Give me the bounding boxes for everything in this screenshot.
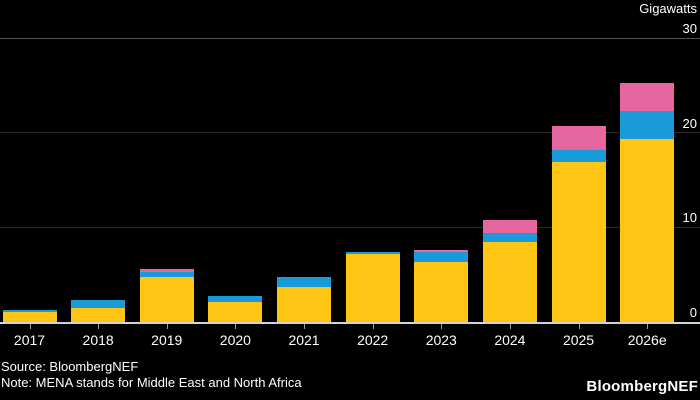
footnote-block: Source: BloombergNEF Note: MENA stands f… [1, 359, 302, 391]
bar-2024-blue-segment [482, 233, 537, 242]
bar-2019-blue-segment [139, 271, 194, 277]
bar-2025-pink-segment [551, 126, 606, 150]
bar-2026e-yellow-segment [620, 139, 675, 322]
x-tick-label-2017: 2017 [13, 332, 46, 348]
y-tick-label-0: 0 [689, 305, 697, 320]
x-tick-label-2023: 2023 [425, 332, 457, 348]
bar-2019-pink-segment [139, 268, 194, 272]
x-tick-2021 [304, 324, 306, 329]
brand-logo: BloombergNEF [586, 378, 698, 395]
bar-2023-pink-segment [414, 250, 469, 252]
gridline-20 [0, 132, 700, 134]
bar-2026e-blue-segment [620, 110, 675, 140]
x-tick-2019 [166, 324, 168, 329]
bar-2017-blue-segment [2, 309, 57, 312]
x-tick-2025 [578, 324, 580, 329]
bar-2022-yellow-segment [345, 253, 400, 322]
x-tick-2017 [29, 324, 31, 329]
x-tick-2026e [647, 324, 649, 329]
x-tick-label-2019: 2019 [151, 332, 183, 348]
bar-2023-yellow-segment [414, 262, 469, 322]
x-tick-label-2018: 2018 [82, 332, 114, 348]
bar-2025-yellow-segment [551, 162, 606, 322]
bar-2020-blue-segment [208, 296, 263, 303]
x-tick-label-2022: 2022 [357, 332, 389, 348]
x-tick-label-2026e: 2026e [627, 332, 667, 348]
y-tick-label-20: 20 [682, 115, 697, 131]
bar-2024-pink-segment [482, 219, 537, 233]
bar-2018-blue-segment [71, 300, 126, 308]
x-tick-label-2020: 2020 [219, 332, 251, 348]
source-text: Source: BloombergNEF [1, 359, 139, 374]
bar-2020-yellow-segment [208, 302, 263, 322]
bar-2019-yellow-segment [139, 276, 194, 322]
gridline-30 [0, 37, 700, 39]
x-axis-baseline [0, 322, 700, 324]
x-tick-2024 [509, 324, 511, 329]
x-tick-2023 [441, 324, 443, 329]
bar-2024-yellow-segment [482, 241, 537, 322]
bar-2021-yellow-segment [277, 286, 332, 322]
bar-2026e-pink-segment [620, 83, 675, 111]
bar-2023-blue-segment [414, 251, 469, 263]
x-tick-label-2024: 2024 [494, 332, 526, 348]
x-tick-2022 [372, 324, 374, 329]
x-tick-2018 [98, 324, 100, 329]
bar-2018-yellow-segment [71, 307, 126, 322]
note-text: Note: MENA stands for Middle East and No… [1, 375, 302, 390]
y-tick-label-30: 30 [682, 21, 697, 36]
bar-2017-yellow-segment [2, 311, 57, 322]
y-tick-label-10: 10 [682, 210, 697, 226]
bar-2021-blue-segment [277, 276, 332, 287]
x-tick-label-2021: 2021 [288, 332, 320, 348]
gridline-10 [0, 226, 700, 228]
bar-2025-blue-segment [551, 149, 606, 162]
y-axis-unit-label: Gigawatts [639, 1, 697, 16]
bar-2022-blue-segment [345, 251, 400, 254]
x-tick-2020 [235, 324, 237, 329]
x-tick-label-2025: 2025 [562, 332, 595, 348]
